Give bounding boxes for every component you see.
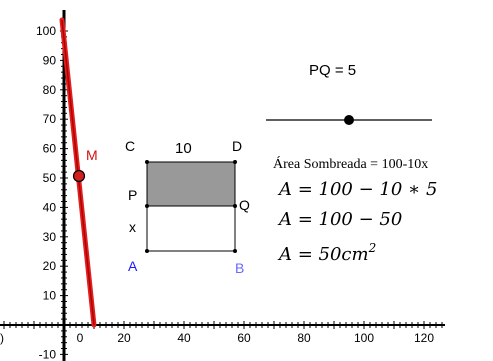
label-q: Q [239,197,250,213]
label-c: C [125,138,135,154]
shaded-region [147,162,235,206]
y-tick-label: 20 [43,259,57,273]
y-tick-label: 10 [43,289,57,303]
label-p: P [128,187,137,203]
y-tick-label: 70 [43,112,57,126]
x-tick-label: 100 [354,331,374,345]
vertex-b[interactable] [233,249,237,253]
vertex-d[interactable] [233,160,237,164]
y-tick-label: 90 [43,53,57,67]
formula-line-1: A = 100 − 10 ∗ 5 [277,179,437,200]
point-m[interactable] [72,169,86,183]
x-tick-label: 60 [237,331,251,345]
x-tick-label: 0 [77,331,84,345]
y-tick-label: -10 [39,347,57,361]
label-d: D [232,138,242,154]
x-tick-label: 120 [414,331,434,345]
slider-knob[interactable] [344,115,354,125]
vertex-p[interactable] [145,204,149,208]
y-tick-label: 50 [43,171,57,185]
formula-line-2: A = 100 − 50 [277,209,402,230]
formula-line-3-main: A = 50cm [277,244,369,265]
formula-line-3-sup: 2 [368,241,377,255]
x-tick-label: 40 [177,331,191,345]
area-formula-title: Área Sombreada = 100-10x [273,155,428,172]
formula-block: Área Sombreada = 100-10x A = 100 − 10 ∗ … [273,155,437,265]
y-tick-label: 100 [36,24,56,38]
x-axis: ) 0 20 40 60 80 100 120 [0,321,445,345]
pq-slider[interactable]: PQ = 5 [266,62,432,125]
label-a: A [128,258,138,274]
rectangle-figure: C D 10 P Q x A B [125,138,250,276]
y-tick-label: 40 [43,200,57,214]
vertex-a[interactable] [145,249,149,253]
label-b: B [235,260,244,276]
formula-line-3: A = 50cm2 [277,241,376,265]
y-axis: 100 90 80 70 60 50 40 30 20 10 -10 [36,10,68,361]
x-axis-edge-label: ) [0,331,4,345]
vertex-c[interactable] [145,160,149,164]
y-tick-label: 30 [43,230,57,244]
x-tick-label: 80 [297,331,311,345]
label-x: x [129,219,136,235]
x-tick-label: 20 [117,331,131,345]
label-width: 10 [175,140,192,157]
y-tick-label: 60 [43,142,57,156]
point-m-label: M [86,147,98,163]
vertex-q[interactable] [233,204,237,208]
slider-label: PQ = 5 [309,62,356,79]
y-tick-label: 80 [43,83,57,97]
